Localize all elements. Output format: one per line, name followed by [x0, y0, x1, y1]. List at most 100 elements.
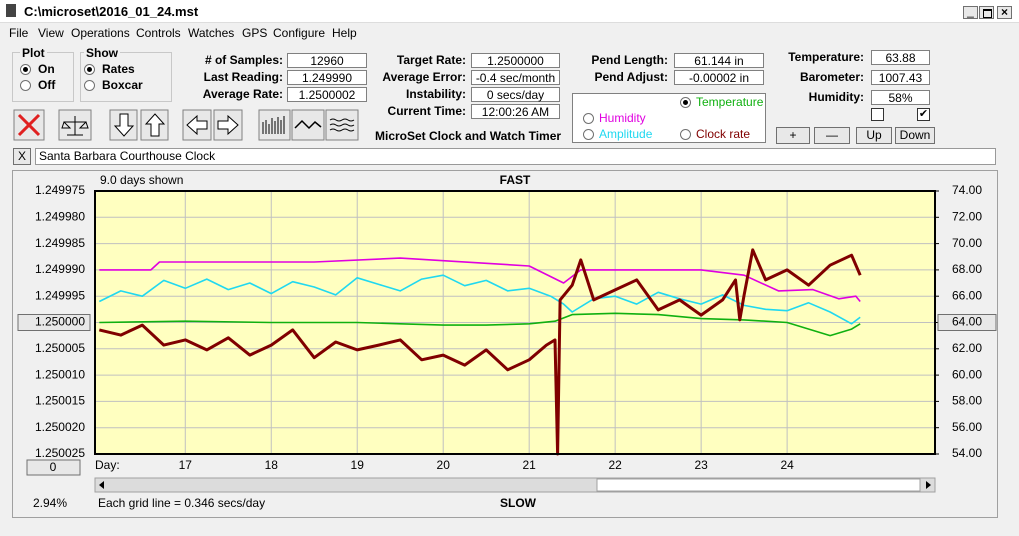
- offset-button[interactable]: [26, 459, 81, 476]
- bars-button[interactable]: [258, 109, 291, 141]
- y-tick-label: 1.250010: [35, 367, 85, 381]
- delete-button[interactable]: [13, 109, 45, 141]
- field-value[interactable]: 63.88: [871, 50, 930, 65]
- legend-label: Clock rate: [696, 127, 751, 141]
- field-value[interactable]: 58%: [871, 90, 930, 105]
- left-button[interactable]: [182, 109, 212, 141]
- balance-button[interactable]: [58, 109, 92, 141]
- y2-tick-label: 64.00: [952, 315, 982, 329]
- fast-label: FAST: [500, 173, 531, 187]
- radio-button[interactable]: [20, 64, 31, 75]
- menu-item[interactable]: View: [38, 26, 64, 40]
- reference-button[interactable]: [17, 314, 91, 331]
- legend-radio[interactable]: [680, 97, 691, 108]
- field-value[interactable]: 1007.43: [871, 70, 930, 85]
- close-window-button[interactable]: ×: [997, 6, 1012, 19]
- grid-note: Each grid line = 0.346 secs/day: [98, 496, 265, 510]
- wave-button[interactable]: [291, 109, 325, 141]
- offset-label: 0: [50, 460, 57, 474]
- radio-label: On: [38, 62, 55, 76]
- checkbox[interactable]: [871, 108, 884, 121]
- x-tick-label: 19: [351, 458, 365, 472]
- field-value[interactable]: -0.00002 in: [674, 70, 764, 85]
- legend-radio[interactable]: [680, 129, 691, 140]
- legend-radio[interactable]: [583, 129, 594, 140]
- series-line: [99, 312, 861, 337]
- menu-item[interactable]: Operations: [71, 26, 130, 40]
- days-shown: 9.0 days shown: [100, 173, 183, 187]
- field-label: Humidity:: [808, 90, 864, 104]
- menu-item[interactable]: Help: [332, 26, 357, 40]
- menu-item[interactable]: File: [9, 26, 29, 40]
- field-label: Average Error:: [382, 70, 466, 84]
- field-label: Average Rate:: [202, 87, 283, 101]
- toolbar: [13, 109, 359, 141]
- legend-label: Temperature: [696, 95, 764, 109]
- up-button[interactable]: [140, 109, 169, 141]
- field-value[interactable]: 61.144 in: [674, 53, 764, 68]
- action-button[interactable]: Up: [856, 127, 892, 144]
- y-tick-label: 1.249985: [35, 236, 85, 250]
- window-title: C:\microset\2016_01_24.mst: [24, 4, 199, 19]
- group-label: Show: [84, 46, 120, 60]
- action-button[interactable]: +: [776, 127, 810, 144]
- field-value[interactable]: 12960: [287, 53, 367, 68]
- scroll-left: [99, 481, 104, 489]
- menu-bar: File View Operations Controls Watches GPS Conf…: [0, 23, 1019, 41]
- radio-label: Boxcar: [102, 78, 143, 92]
- legend-label: Amplitude: [599, 127, 653, 141]
- scroll-right: [926, 481, 931, 489]
- series-line: [98, 274, 861, 325]
- field-value[interactable]: 1.249990: [287, 70, 367, 85]
- y-tick-label: 1.250015: [35, 394, 85, 408]
- action-button[interactable]: —: [814, 127, 850, 144]
- field-label: Temperature:: [788, 50, 864, 64]
- show-group: [80, 52, 172, 102]
- reference-button[interactable]: [937, 314, 997, 331]
- field-value[interactable]: 12:00:26 AM: [471, 104, 560, 119]
- field-label: Last Reading:: [203, 70, 283, 84]
- y2-tick-label: 74.00: [952, 183, 982, 197]
- radio-button[interactable]: [20, 80, 31, 91]
- y2-tick-label: 58.00: [952, 394, 982, 408]
- y-tick-label: 1.249995: [35, 288, 85, 302]
- radio-button[interactable]: [84, 64, 95, 75]
- legend-label: Humidity: [599, 111, 646, 125]
- x-tick-label: 21: [523, 458, 537, 472]
- action-button[interactable]: Down: [895, 127, 935, 144]
- y2-tick-label: 62.00: [952, 341, 982, 355]
- clock-name-field[interactable]: Santa Barbara Courthouse Clock: [35, 148, 996, 165]
- x-tick-label: 20: [437, 458, 451, 472]
- y-tick-label: 1.250005: [35, 341, 85, 355]
- scrollbar-thumb[interactable]: [596, 478, 921, 492]
- menu-item[interactable]: Watches: [188, 26, 235, 40]
- field-label: Target Rate:: [396, 53, 466, 67]
- field-value[interactable]: 1.2500000: [471, 53, 560, 68]
- radio-button[interactable]: [84, 80, 95, 91]
- menu-item[interactable]: GPS: [242, 26, 268, 40]
- field-value[interactable]: 0 secs/day: [471, 87, 560, 102]
- field-value[interactable]: -0.4 sec/month: [471, 70, 560, 85]
- legend-radio[interactable]: [583, 113, 594, 124]
- checkbox-checked[interactable]: ✔: [917, 108, 930, 121]
- right-button[interactable]: [213, 109, 243, 141]
- percent-label: 2.94%: [33, 496, 67, 510]
- slow-label: SLOW: [500, 496, 537, 510]
- field-label: Instability:: [405, 87, 466, 101]
- group-label: Plot: [20, 46, 47, 60]
- menu-item[interactable]: Controls: [136, 26, 181, 40]
- maximize-button[interactable]: [979, 6, 994, 19]
- lines-button[interactable]: [325, 109, 359, 141]
- field-value[interactable]: 1.2500002: [287, 87, 367, 102]
- menu-item[interactable]: Configure: [273, 26, 326, 40]
- x-tick-label: 23: [694, 458, 708, 472]
- down-button[interactable]: [109, 109, 138, 141]
- title-bar: C:\microset\2016_01_24.mst _ ×: [0, 0, 1019, 23]
- y2-tick-label: 56.00: [952, 420, 982, 434]
- minimize-button[interactable]: _: [963, 5, 978, 19]
- y-tick-label: 1.250025: [35, 446, 85, 460]
- clear-name-button[interactable]: X: [13, 148, 31, 165]
- y-tick-label: 1.250020: [35, 420, 85, 434]
- app-icon: [6, 4, 16, 17]
